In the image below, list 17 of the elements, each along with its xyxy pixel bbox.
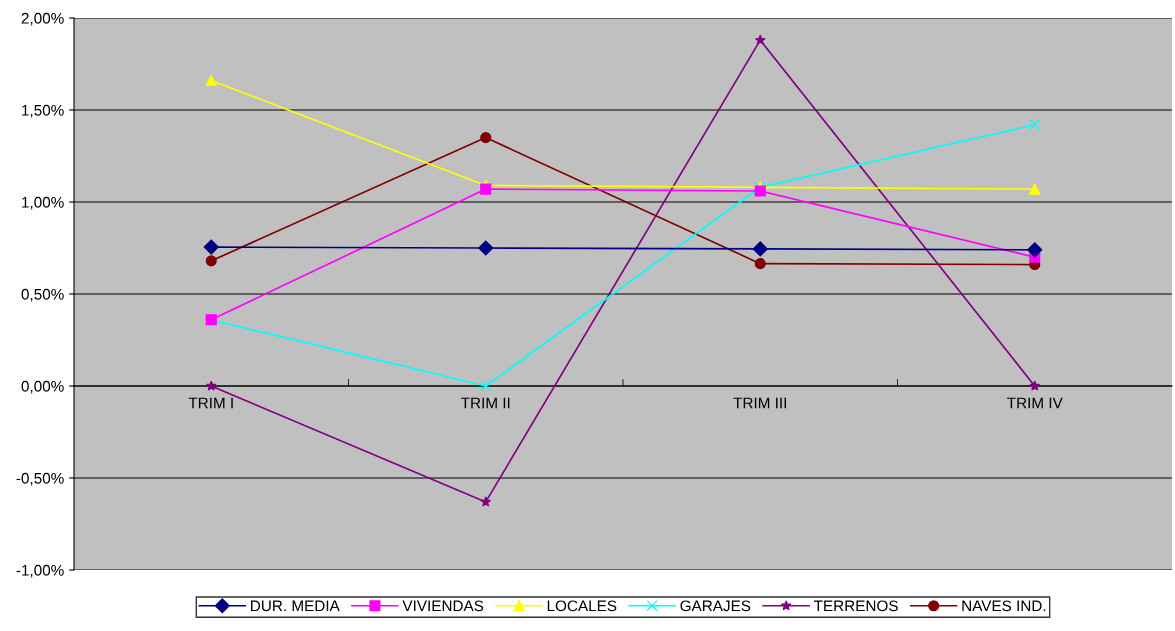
x-tick-label: TRIM III	[733, 397, 786, 409]
legend-label: VIVIENDAS	[402, 600, 484, 612]
x-tick-label: TRIM II	[461, 397, 510, 409]
legend-label: TERRENOS	[813, 600, 898, 612]
y-tick-label: 1,50%	[22, 104, 64, 118]
y-tick-label: -0,50%	[16, 472, 64, 486]
y-tick-label: 2,00%	[21, 12, 64, 26]
legend-label: NAVES IND.	[962, 600, 1046, 612]
legend-label: GARAJES	[680, 600, 751, 612]
legend-label: DUR. MEDIA	[251, 600, 340, 612]
y-tick-label: 1,00%	[22, 196, 64, 210]
y-tick-label: 0,50%	[21, 288, 64, 302]
y-tick-label: 0,00%	[21, 380, 64, 394]
y-tick-label: -1,00%	[16, 564, 64, 578]
x-tick-label: TRIM IV	[1007, 397, 1063, 409]
legend-label: LOCALES	[547, 600, 617, 612]
x-tick-label: TRIM I	[188, 397, 233, 409]
